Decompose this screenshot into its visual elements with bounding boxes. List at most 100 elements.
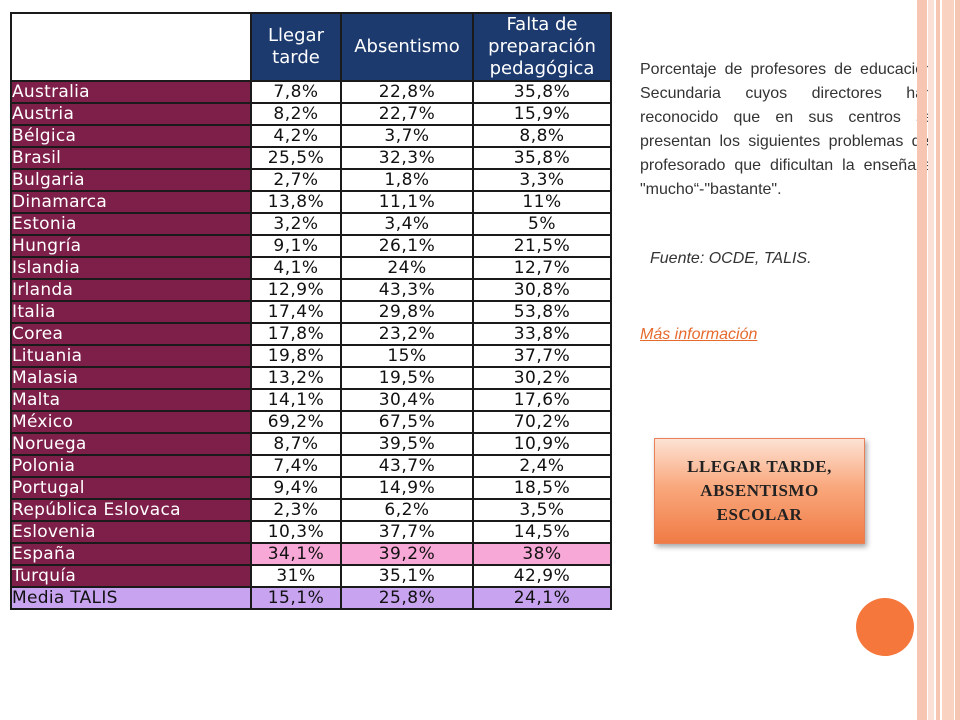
country-cell: Noruega bbox=[10, 432, 252, 456]
more-info-link[interactable]: Más información bbox=[640, 326, 758, 343]
late-value-cell: 9,4% bbox=[250, 476, 342, 500]
table-row: Polonia 7,4% 43,7% 2,4% bbox=[10, 454, 612, 478]
data-table-container: Llegar tarde Absentismo Falta de prepara… bbox=[10, 12, 612, 610]
absent-value-cell: 37,7% bbox=[340, 520, 474, 544]
topic-callout-box: LLEGAR TARDE, ABSENTISMO ESCOLAR bbox=[654, 438, 865, 544]
prep-value-cell: 3,3% bbox=[472, 168, 612, 192]
absent-value-cell: 22,7% bbox=[340, 102, 474, 126]
late-value-cell: 8,7% bbox=[250, 432, 342, 456]
absent-value-cell: 23,2% bbox=[340, 322, 474, 346]
absent-value-cell: 11,1% bbox=[340, 190, 474, 214]
country-cell: Islandia bbox=[10, 256, 252, 280]
late-value-cell: 69,2% bbox=[250, 410, 342, 434]
country-cell: Austria bbox=[10, 102, 252, 126]
absent-value-cell: 39,2% bbox=[340, 542, 474, 566]
prep-value-cell: 35,8% bbox=[472, 80, 612, 104]
table-row: Dinamarca 13,8% 11,1% 11% bbox=[10, 190, 612, 214]
table-header-row: Llegar tarde Absentismo Falta de prepara… bbox=[10, 12, 612, 82]
table-row: Italia 17,4% 29,8% 53,8% bbox=[10, 300, 612, 324]
absent-value-cell: 24% bbox=[340, 256, 474, 280]
prep-value-cell: 5% bbox=[472, 212, 612, 236]
absent-value-cell: 29,8% bbox=[340, 300, 474, 324]
absent-value-cell: 25,8% bbox=[340, 586, 474, 610]
prep-value-cell: 10,9% bbox=[472, 432, 612, 456]
absent-value-cell: 30,4% bbox=[340, 388, 474, 412]
country-cell: Lituania bbox=[10, 344, 252, 368]
late-value-cell: 4,2% bbox=[250, 124, 342, 148]
late-value-cell: 10,3% bbox=[250, 520, 342, 544]
country-cell: México bbox=[10, 410, 252, 434]
header-late: Llegar tarde bbox=[250, 12, 342, 82]
country-cell: Estonia bbox=[10, 212, 252, 236]
table-row: Estonia 3,2% 3,4% 5% bbox=[10, 212, 612, 236]
country-cell: Irlanda bbox=[10, 278, 252, 302]
source-text: Fuente: OCDE, TALIS. bbox=[650, 250, 812, 267]
absent-value-cell: 67,5% bbox=[340, 410, 474, 434]
table-row: Islandia 4,1% 24% 12,7% bbox=[10, 256, 612, 280]
absent-value-cell: 3,4% bbox=[340, 212, 474, 236]
table-row: Austria 8,2% 22,7% 15,9% bbox=[10, 102, 612, 126]
prep-value-cell: 21,5% bbox=[472, 234, 612, 258]
absent-value-cell: 26,1% bbox=[340, 234, 474, 258]
table-row: Media TALIS 15,1% 25,8% 24,1% bbox=[10, 586, 612, 610]
prep-value-cell: 42,9% bbox=[472, 564, 612, 588]
decorative-stripe bbox=[955, 0, 960, 720]
late-value-cell: 8,2% bbox=[250, 102, 342, 126]
late-value-cell: 7,8% bbox=[250, 80, 342, 104]
country-cell: Australia bbox=[10, 80, 252, 104]
country-cell: Portugal bbox=[10, 476, 252, 500]
late-value-cell: 15,1% bbox=[250, 586, 342, 610]
table-row: Bélgica 4,2% 3,7% 8,8% bbox=[10, 124, 612, 148]
prep-value-cell: 3,5% bbox=[472, 498, 612, 522]
decorative-stripe bbox=[917, 0, 927, 720]
table-row: Eslovenia 10,3% 37,7% 14,5% bbox=[10, 520, 612, 544]
table-row: Lituania 19,8% 15% 37,7% bbox=[10, 344, 612, 368]
header-prep: Falta de preparación pedagógica bbox=[472, 12, 612, 82]
country-cell: República Eslovaca bbox=[10, 498, 252, 522]
data-table: Llegar tarde Absentismo Falta de prepara… bbox=[10, 12, 612, 610]
table-body: Australia 7,8% 22,8% 35,8% Austria 8,2% 22,7% 1… bbox=[10, 80, 612, 610]
description-text: Porcentaje de profesores de educación Se… bbox=[640, 61, 933, 198]
table-row: Brasil 25,5% 32,3% 35,8% bbox=[10, 146, 612, 170]
late-value-cell: 2,3% bbox=[250, 498, 342, 522]
late-value-cell: 7,4% bbox=[250, 454, 342, 478]
late-value-cell: 2,7% bbox=[250, 168, 342, 192]
table-row: Hungría 9,1% 26,1% 21,5% bbox=[10, 234, 612, 258]
decorative-stripe bbox=[936, 0, 940, 720]
prep-value-cell: 18,5% bbox=[472, 476, 612, 500]
late-value-cell: 3,2% bbox=[250, 212, 342, 236]
table-row: Corea 17,8% 23,2% 33,8% bbox=[10, 322, 612, 346]
prep-value-cell: 24,1% bbox=[472, 586, 612, 610]
prep-value-cell: 37,7% bbox=[472, 344, 612, 368]
country-cell: Bulgaria bbox=[10, 168, 252, 192]
absent-value-cell: 43,3% bbox=[340, 278, 474, 302]
table-row: Irlanda 12,9% 43,3% 30,8% bbox=[10, 278, 612, 302]
country-cell: Polonia bbox=[10, 454, 252, 478]
absent-value-cell: 32,3% bbox=[340, 146, 474, 170]
late-value-cell: 14,1% bbox=[250, 388, 342, 412]
country-cell: Italia bbox=[10, 300, 252, 324]
absent-value-cell: 15% bbox=[340, 344, 474, 368]
table-row: Turquía 31% 35,1% 42,9% bbox=[10, 564, 612, 588]
late-value-cell: 25,5% bbox=[250, 146, 342, 170]
prep-value-cell: 14,5% bbox=[472, 520, 612, 544]
absent-value-cell: 3,7% bbox=[340, 124, 474, 148]
late-value-cell: 17,4% bbox=[250, 300, 342, 324]
header-empty-cell bbox=[10, 12, 252, 82]
table-row: República Eslovaca 2,3% 6,2% 3,5% bbox=[10, 498, 612, 522]
table-row: Malasia 13,2% 19,5% 30,2% bbox=[10, 366, 612, 390]
prep-value-cell: 2,4% bbox=[472, 454, 612, 478]
country-cell: Bélgica bbox=[10, 124, 252, 148]
table-row: Malta 14,1% 30,4% 17,6% bbox=[10, 388, 612, 412]
late-value-cell: 31% bbox=[250, 564, 342, 588]
country-cell: Eslovenia bbox=[10, 520, 252, 544]
prep-value-cell: 33,8% bbox=[472, 322, 612, 346]
country-cell: Malta bbox=[10, 388, 252, 412]
late-value-cell: 13,2% bbox=[250, 366, 342, 390]
prep-value-cell: 15,9% bbox=[472, 102, 612, 126]
table-row: Australia 7,8% 22,8% 35,8% bbox=[10, 80, 612, 104]
prep-value-cell: 38% bbox=[472, 542, 612, 566]
country-cell: Turquía bbox=[10, 564, 252, 588]
absent-value-cell: 6,2% bbox=[340, 498, 474, 522]
decorative-stripe bbox=[928, 0, 934, 720]
